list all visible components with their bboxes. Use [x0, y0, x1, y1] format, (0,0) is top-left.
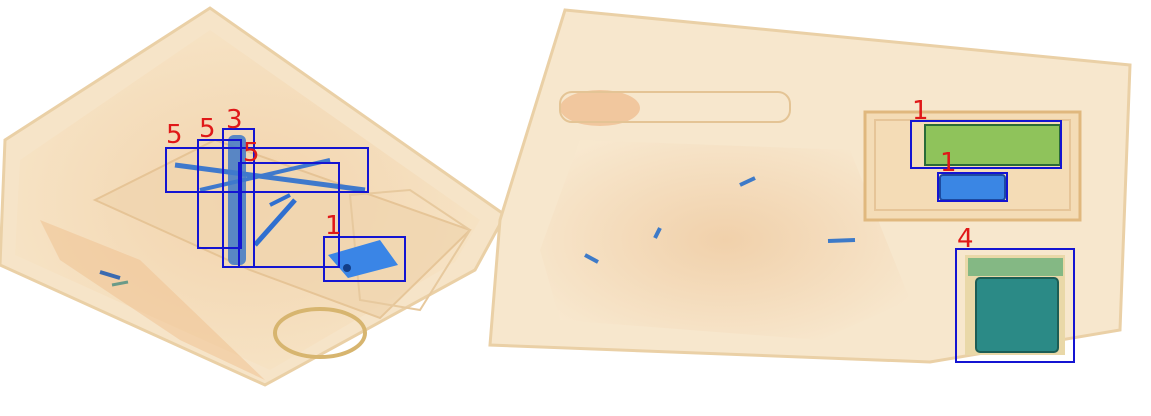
left-tray — [0, 6, 507, 387]
detection-box — [937, 172, 1008, 202]
detection-label: 1 — [940, 148, 957, 178]
detection-label: 5 — [199, 114, 216, 144]
detection-box — [955, 248, 1075, 363]
detection-label: 1 — [325, 211, 342, 241]
detection-box — [238, 162, 340, 268]
detection-label: 5 — [243, 138, 260, 168]
detection-label: 1 — [912, 96, 929, 126]
detection-label: 3 — [226, 105, 243, 135]
detection-label: 5 — [166, 120, 183, 150]
detection-box — [323, 236, 406, 282]
detection-box — [197, 139, 242, 249]
detection-label: 4 — [957, 224, 974, 254]
right-tray — [488, 8, 1132, 364]
detection-box — [165, 147, 369, 193]
detection-box — [910, 120, 1062, 169]
